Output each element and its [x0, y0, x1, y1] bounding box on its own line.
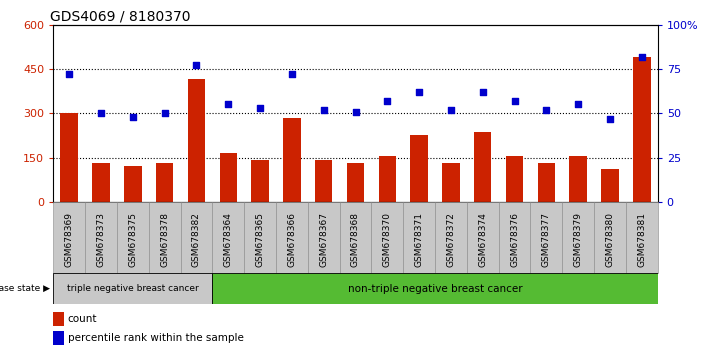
Bar — [124, 166, 141, 202]
Bar — [633, 57, 651, 202]
Bar — [188, 79, 205, 202]
Bar — [474, 132, 491, 202]
Point — [636, 54, 648, 59]
Bar — [530, 202, 562, 273]
Bar — [181, 202, 213, 273]
Text: percentile rank within the sample: percentile rank within the sample — [68, 333, 244, 343]
Bar — [251, 160, 269, 202]
Text: triple negative breast cancer: triple negative breast cancer — [67, 284, 198, 293]
Text: GSM678373: GSM678373 — [97, 212, 105, 267]
Text: GSM678376: GSM678376 — [510, 212, 519, 267]
Point — [382, 98, 393, 104]
Text: GSM678380: GSM678380 — [606, 212, 614, 267]
Text: disease state ▶: disease state ▶ — [0, 284, 50, 293]
Point — [318, 107, 329, 113]
Bar — [53, 331, 64, 345]
Bar — [53, 273, 213, 304]
Text: GSM678367: GSM678367 — [319, 212, 328, 267]
Bar — [538, 164, 555, 202]
Bar — [410, 135, 428, 202]
Bar — [53, 202, 85, 273]
Bar — [594, 202, 626, 273]
Point — [445, 107, 456, 113]
Point — [223, 102, 234, 107]
Bar — [570, 156, 587, 202]
Bar — [562, 202, 594, 273]
Bar — [435, 202, 467, 273]
Bar — [85, 202, 117, 273]
Bar — [403, 202, 435, 273]
Bar — [467, 202, 498, 273]
Bar — [220, 153, 237, 202]
Bar — [315, 160, 333, 202]
Bar — [276, 202, 308, 273]
Bar — [506, 156, 523, 202]
Bar — [213, 273, 658, 304]
Bar — [308, 202, 340, 273]
Bar — [498, 202, 530, 273]
Bar — [283, 118, 301, 202]
Text: GSM678382: GSM678382 — [192, 212, 201, 267]
Point — [191, 63, 202, 68]
Text: GSM678379: GSM678379 — [574, 212, 582, 267]
Text: GSM678381: GSM678381 — [637, 212, 646, 267]
Text: GSM678364: GSM678364 — [224, 212, 232, 267]
Text: GSM678377: GSM678377 — [542, 212, 551, 267]
Bar — [602, 169, 619, 202]
Text: GSM678370: GSM678370 — [383, 212, 392, 267]
Point — [509, 98, 520, 104]
Bar — [347, 164, 364, 202]
Bar — [60, 113, 78, 202]
Bar — [244, 202, 276, 273]
Text: GSM678366: GSM678366 — [287, 212, 296, 267]
Text: non-triple negative breast cancer: non-triple negative breast cancer — [348, 284, 523, 293]
Bar — [117, 202, 149, 273]
Text: GSM678375: GSM678375 — [129, 212, 137, 267]
Bar — [626, 202, 658, 273]
Text: GSM678369: GSM678369 — [65, 212, 74, 267]
Bar — [92, 164, 109, 202]
Bar — [378, 156, 396, 202]
Text: GSM678365: GSM678365 — [255, 212, 264, 267]
Bar — [149, 202, 181, 273]
Text: GSM678374: GSM678374 — [479, 212, 487, 267]
Text: GSM678372: GSM678372 — [447, 212, 456, 267]
Point — [572, 102, 584, 107]
Point — [127, 114, 139, 120]
Point — [255, 105, 266, 111]
Point — [477, 89, 488, 95]
Bar — [156, 164, 173, 202]
Bar — [53, 312, 64, 326]
Point — [95, 110, 107, 116]
Text: GSM678371: GSM678371 — [415, 212, 424, 267]
Point — [604, 116, 616, 121]
Text: GSM678378: GSM678378 — [160, 212, 169, 267]
Point — [63, 72, 75, 77]
Text: count: count — [68, 314, 97, 324]
Point — [350, 109, 361, 114]
Bar — [340, 202, 371, 273]
Point — [159, 110, 171, 116]
Point — [540, 107, 552, 113]
Point — [413, 89, 424, 95]
Bar — [213, 202, 244, 273]
Bar — [371, 202, 403, 273]
Bar — [442, 164, 460, 202]
Text: GSM678368: GSM678368 — [351, 212, 360, 267]
Point — [287, 72, 298, 77]
Text: GDS4069 / 8180370: GDS4069 / 8180370 — [50, 10, 191, 24]
